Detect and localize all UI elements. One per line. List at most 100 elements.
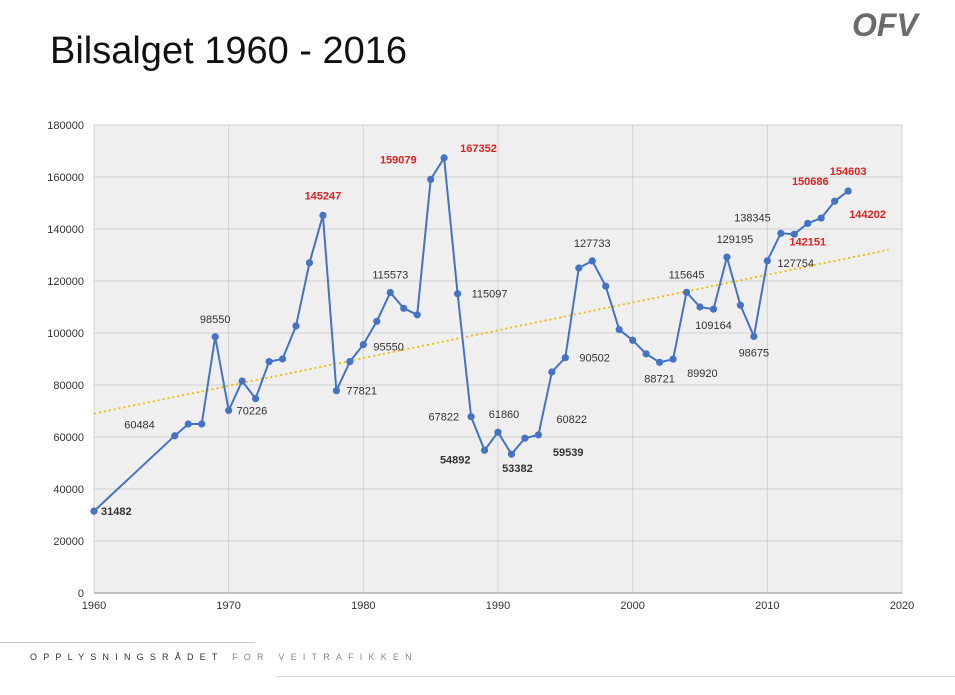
y-axis-ticks: 0 20000 40000 60000 80000 100000 120000 140000 1… bbox=[47, 120, 84, 600]
data-label: 53382 bbox=[502, 463, 533, 475]
line-chart: 0 20000 40000 60000 80000 100000 120000 140000 1… bbox=[47, 120, 914, 612]
y-tick-label: 140000 bbox=[47, 224, 84, 236]
data-point bbox=[682, 288, 691, 296]
data-point bbox=[777, 229, 785, 237]
data-point bbox=[440, 154, 448, 162]
data-label: 127733 bbox=[574, 238, 611, 250]
data-label: 67822 bbox=[428, 412, 459, 424]
data-label: 98550 bbox=[200, 314, 231, 326]
data-point bbox=[211, 333, 219, 341]
data-point bbox=[844, 187, 852, 195]
data-label: 127754 bbox=[777, 258, 814, 270]
footer: OPPLYSNINGSRÅDET FOR VEITRAFIKKEN bbox=[30, 652, 418, 662]
data-point bbox=[494, 428, 502, 436]
data-label: 88721 bbox=[644, 373, 675, 385]
data-point bbox=[642, 350, 650, 358]
data-point bbox=[736, 301, 745, 309]
data-point bbox=[346, 358, 354, 366]
x-tick-label: 1960 bbox=[82, 600, 106, 612]
data-point bbox=[588, 257, 596, 265]
x-tick-label: 1980 bbox=[351, 600, 375, 612]
data-point bbox=[521, 434, 529, 442]
data-point bbox=[709, 305, 718, 313]
data-point bbox=[319, 211, 327, 219]
series-line bbox=[93, 154, 849, 512]
data-point bbox=[534, 431, 543, 439]
data-label: 59539 bbox=[553, 447, 584, 459]
data-point bbox=[278, 355, 287, 363]
data-point bbox=[790, 230, 798, 238]
data-label: 115573 bbox=[372, 270, 408, 282]
data-label: 90502 bbox=[579, 353, 610, 365]
data-point bbox=[238, 377, 246, 385]
data-point bbox=[225, 406, 233, 415]
data-point bbox=[575, 264, 583, 272]
data-point bbox=[696, 303, 704, 311]
data-point bbox=[831, 197, 839, 205]
data-label: 98675 bbox=[739, 347, 770, 359]
data-label: 159079 bbox=[380, 154, 417, 166]
data-point bbox=[723, 253, 731, 261]
y-tick-label: 0 bbox=[78, 588, 84, 600]
data-point bbox=[413, 311, 421, 319]
data-point bbox=[252, 394, 260, 403]
data-point bbox=[656, 358, 664, 366]
data-label: 144202 bbox=[849, 209, 886, 221]
data-label: 89920 bbox=[687, 368, 718, 380]
data-point bbox=[615, 326, 623, 334]
data-point bbox=[548, 368, 556, 376]
data-point bbox=[400, 304, 408, 312]
y-tick-label: 40000 bbox=[53, 484, 84, 496]
data-point bbox=[804, 219, 812, 228]
footer-divider bbox=[0, 642, 255, 643]
data-point bbox=[386, 288, 394, 297]
y-tick-label: 180000 bbox=[47, 120, 84, 132]
data-label: 115645 bbox=[669, 269, 705, 281]
x-tick-label: 2010 bbox=[755, 600, 779, 612]
data-point bbox=[669, 355, 677, 363]
data-point bbox=[750, 332, 758, 341]
data-label: 70226 bbox=[237, 405, 268, 417]
data-label: 145247 bbox=[305, 190, 342, 202]
data-labels: 31482 60484 98550 70226 145247 77821 95550 1155… bbox=[101, 143, 886, 518]
data-label: 61860 bbox=[489, 409, 520, 421]
data-label: 138345 bbox=[734, 212, 771, 224]
y-tick-label: 60000 bbox=[53, 432, 84, 444]
data-point bbox=[332, 387, 340, 395]
data-label: 142151 bbox=[789, 236, 826, 248]
trend-line bbox=[93, 248, 889, 415]
data-point bbox=[427, 175, 435, 183]
data-label: 77821 bbox=[346, 386, 377, 398]
x-tick-label: 1970 bbox=[216, 600, 240, 612]
footer-org-bold: OPPLYSNINGSRÅDET bbox=[30, 652, 224, 662]
data-label: 60822 bbox=[556, 414, 587, 426]
data-points bbox=[90, 154, 852, 515]
data-label: 95550 bbox=[373, 342, 404, 354]
footer-org-light: FOR VEITRAFIKKEN bbox=[232, 652, 418, 662]
page-title: Bilsalget 1960 - 2016 bbox=[50, 30, 408, 72]
data-point bbox=[602, 282, 610, 290]
data-label: 60484 bbox=[124, 420, 155, 432]
data-point bbox=[305, 259, 314, 267]
x-tick-label: 1990 bbox=[486, 600, 510, 612]
y-tick-label: 160000 bbox=[47, 172, 84, 184]
data-label: 154603 bbox=[830, 166, 867, 178]
data-label: 115097 bbox=[472, 289, 508, 301]
data-point bbox=[629, 336, 637, 344]
data-point bbox=[467, 413, 475, 421]
data-point bbox=[507, 450, 516, 458]
data-label: 54892 bbox=[440, 454, 471, 466]
x-axis-ticks: 1960 1970 1980 1990 2000 2010 2020 bbox=[82, 600, 914, 612]
y-tick-label: 80000 bbox=[53, 380, 84, 392]
ofv-logo-icon: OFV bbox=[852, 7, 920, 43]
data-point bbox=[265, 358, 273, 366]
data-point bbox=[817, 214, 825, 222]
data-point bbox=[171, 432, 179, 440]
data-point bbox=[90, 507, 98, 515]
data-point bbox=[359, 340, 367, 349]
data-label: 167352 bbox=[460, 143, 497, 155]
data-label: 109164 bbox=[695, 320, 732, 332]
y-tick-label: 20000 bbox=[53, 536, 84, 548]
logo-text: OFV bbox=[852, 8, 920, 40]
data-point bbox=[561, 354, 569, 362]
